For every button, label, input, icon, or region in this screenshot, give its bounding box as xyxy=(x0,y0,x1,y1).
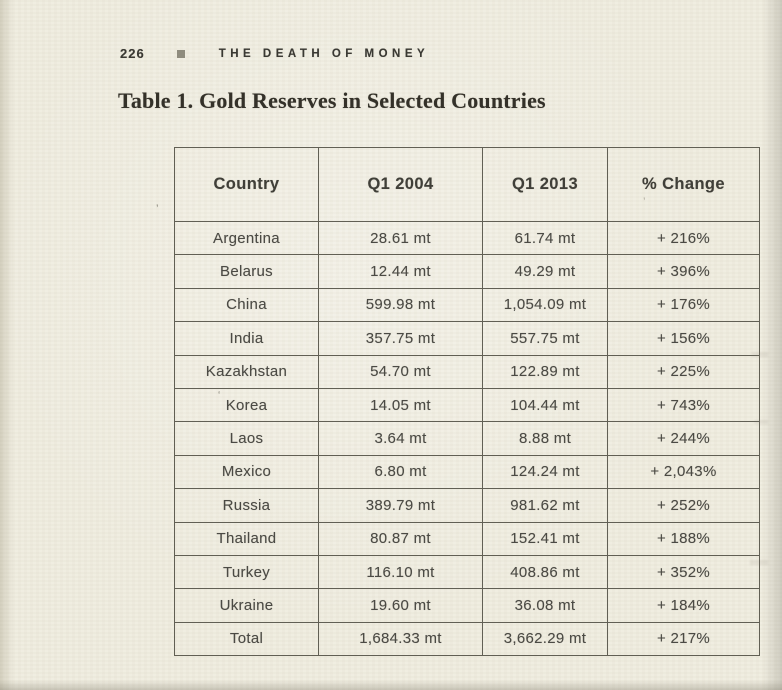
q1-2013-cell: 61.74 mt xyxy=(482,220,608,256)
table-row: Laos 3.64 mt 8.88 mt + 244% xyxy=(174,421,760,456)
page-left-edge-shadow xyxy=(0,0,14,690)
country-cell: Belarus xyxy=(174,254,319,289)
table-header-row: Country Q1 2004 Q1 2013% Change xyxy=(174,147,760,222)
pct-change-cell: + 217% xyxy=(607,621,760,657)
country-cell: Mexico xyxy=(174,454,319,490)
q1-2013-cell: 124.24 mt xyxy=(482,454,608,490)
country-cell: Kazakhstan xyxy=(174,354,319,389)
column-header-q1-2004-cell: Q1 2004 xyxy=(318,147,483,222)
page-bottom-edge-shadow xyxy=(0,680,782,690)
table-row: Korea 14.05 mt 104.44 mt + 743% xyxy=(174,387,760,423)
q1-2013-cell: 8.88 mt xyxy=(482,421,608,456)
q1-2013-cell: 152.41 mt xyxy=(482,521,608,556)
q1-2004-cell: 54.70 mt xyxy=(318,354,483,389)
table-body: Argentina 28.61 mt 61.74 mt + 216% Belarus 12… xyxy=(174,220,760,657)
q1-2013-cell: 557.75 mt xyxy=(482,321,608,356)
pct-change-cell: + 184% xyxy=(607,588,760,623)
q1-2004-cell: 357.75 mt xyxy=(318,321,483,356)
q1-2004-cell: 6.80 mt xyxy=(318,454,483,490)
q1-2004-cell: 28.61 mt xyxy=(318,220,483,256)
q1-2004-cell: 80.87 mt xyxy=(318,521,483,556)
q1-2013-cell: 36.08 mt xyxy=(482,588,608,623)
table-row: Kazakhstan 54.70 mt 122.89 mt + 225% xyxy=(174,354,760,389)
country-cell: Total xyxy=(174,621,319,657)
q1-2004-cell: 12.44 mt xyxy=(318,254,483,289)
country-cell: Russia xyxy=(174,488,319,523)
pct-change-cell: + 352% xyxy=(607,554,760,590)
pct-change-cell: + 156% xyxy=(607,321,760,356)
gold-reserves-table: Country Q1 2004 Q1 2013% Change Argentina 2… xyxy=(174,147,760,657)
pct-change-cell: + 396% xyxy=(607,254,760,289)
pct-change-cell: + 216% xyxy=(607,220,760,256)
country-cell: China xyxy=(174,287,319,323)
pct-change-cell: + 743% xyxy=(607,387,760,423)
q1-2004-cell: 116.10 mt xyxy=(318,554,483,590)
country-cell: India xyxy=(174,321,319,356)
pct-change-cell: + 252% xyxy=(607,488,760,523)
country-cell: Laos xyxy=(174,421,319,456)
q1-2004-cell: 599.98 mt xyxy=(318,287,483,323)
column-header-pct-change-cell: % Change xyxy=(607,147,760,222)
table-row: Turkey 116.10 mt 408.86 mt + 352% xyxy=(174,554,760,590)
q1-2013-cell: 981.62 mt xyxy=(482,488,608,523)
q1-2004-cell: 14.05 mt xyxy=(318,387,483,423)
country-cell: Ukraine xyxy=(174,588,319,623)
table-row: Total 1,684.33 mt 3,662.29 mt + 217% xyxy=(174,621,760,657)
q1-2013-cell: 104.44 mt xyxy=(482,387,608,423)
square-bullet-icon xyxy=(176,49,185,58)
q1-2013-cell: 3,662.29 mt xyxy=(482,621,608,657)
q1-2004-cell: 19.60 mt xyxy=(318,588,483,623)
q1-2013-cell: 122.89 mt xyxy=(482,354,608,389)
pct-change-cell: + 188% xyxy=(607,521,760,556)
q1-2013-cell: 1,054.09 mt xyxy=(482,287,608,323)
q1-2004-cell: 3.64 mt xyxy=(318,421,483,456)
table-row: China 599.98 mt 1,054.09 mt + 176% xyxy=(174,287,760,323)
country-cell: Argentina xyxy=(174,220,319,256)
table-row: Belarus 12.44 mt 49.29 mt + 396% xyxy=(174,254,760,289)
country-cell: Turkey xyxy=(174,554,319,590)
q1-2004-cell: 389.79 mt xyxy=(318,488,483,523)
table-header: Country Q1 2004 Q1 2013% Change xyxy=(174,147,760,222)
pct-change-cell: + 244% xyxy=(607,421,760,456)
running-title: THE DEATH OF MONEY xyxy=(218,47,430,60)
table-row: Argentina 28.61 mt 61.74 mt + 216% xyxy=(174,220,760,256)
column-header-country-cell: Country xyxy=(174,147,319,222)
page-number: 226 xyxy=(120,46,145,61)
table-row: Mexico 6.80 mt 124.24 mt + 2,043% xyxy=(174,454,760,490)
page-right-edge-shadow xyxy=(762,0,782,690)
pct-change-cell: + 176% xyxy=(607,287,760,323)
q1-2013-cell: 408.86 mt xyxy=(482,554,608,590)
table-row: Russia 389.79 mt 981.62 mt + 252% xyxy=(174,488,760,523)
pct-change-cell: + 225% xyxy=(607,354,760,389)
country-cell: Korea xyxy=(174,387,319,423)
country-cell: Thailand xyxy=(174,521,319,556)
scan-speck: ’ xyxy=(156,203,159,215)
table-row: Ukraine 19.60 mt 36.08 mt + 184% xyxy=(174,588,760,623)
pct-change-cell: + 2,043% xyxy=(607,454,760,490)
table-title: Table 1. Gold Reserves in Selected Count… xyxy=(118,88,546,113)
table-row: India 357.75 mt 557.75 mt + 156% xyxy=(174,321,760,356)
q1-2004-cell: 1,684.33 mt xyxy=(318,621,483,657)
column-header-q1-2013-cell: Q1 2013 xyxy=(482,147,608,222)
running-head: 226 THE DEATH OF MONEY xyxy=(120,46,429,61)
table-row: Thailand 80.87 mt 152.41 mt + 188% xyxy=(174,521,760,556)
q1-2013-cell: 49.29 mt xyxy=(482,254,608,289)
